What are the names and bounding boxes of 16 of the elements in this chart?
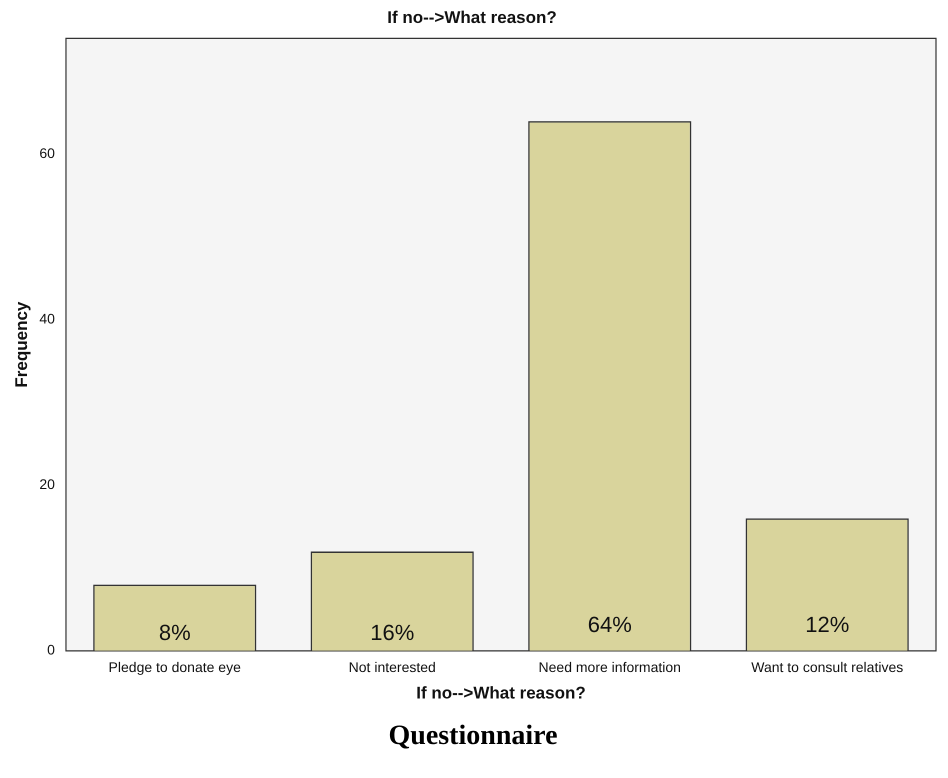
text: Questionnaire xyxy=(387,720,559,752)
chart-title: If no-->What reason? xyxy=(387,8,557,27)
annotation: 16% xyxy=(370,620,414,645)
x-tick-label: Want to consult relatives xyxy=(751,659,904,676)
x-axis-title: If no-->What reason? xyxy=(416,683,586,702)
y-tick-label: 40 xyxy=(39,310,56,327)
x-tick-label: Need more information xyxy=(538,659,681,676)
y-tick-label: 0 xyxy=(47,642,56,658)
annotation: 12% xyxy=(805,612,850,637)
annotation: 8% xyxy=(158,620,191,645)
y-tick-label: 20 xyxy=(39,476,56,492)
y-axis-title: Frequency xyxy=(12,301,31,388)
y-tick-label: 60 xyxy=(39,145,56,162)
annotation: 64% xyxy=(588,612,632,637)
x-tick-label: Not interested xyxy=(348,659,436,676)
x-tick-label: Pledge to donate eye xyxy=(108,659,242,676)
